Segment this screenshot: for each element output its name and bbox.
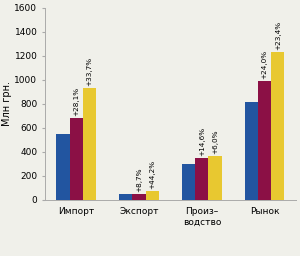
- Text: +24,0%: +24,0%: [262, 50, 268, 79]
- Bar: [83, 88, 96, 200]
- Text: +14,6%: +14,6%: [199, 127, 205, 156]
- Bar: [146, 191, 159, 200]
- Bar: [182, 164, 195, 200]
- Text: +33,7%: +33,7%: [86, 57, 92, 86]
- Bar: [245, 102, 258, 200]
- Text: +44,2%: +44,2%: [149, 160, 155, 189]
- Text: +6,0%: +6,0%: [212, 130, 218, 154]
- Bar: [132, 194, 146, 200]
- Text: +23,4%: +23,4%: [275, 21, 281, 50]
- Y-axis label: Млн грн.: Млн грн.: [2, 81, 12, 126]
- Bar: [119, 194, 132, 200]
- Bar: [56, 134, 70, 200]
- Bar: [258, 81, 271, 200]
- Bar: [70, 118, 83, 200]
- Text: +8,7%: +8,7%: [136, 167, 142, 191]
- Bar: [195, 158, 208, 200]
- Text: +28,1%: +28,1%: [73, 87, 79, 116]
- Bar: [208, 156, 222, 200]
- Bar: [271, 52, 284, 200]
